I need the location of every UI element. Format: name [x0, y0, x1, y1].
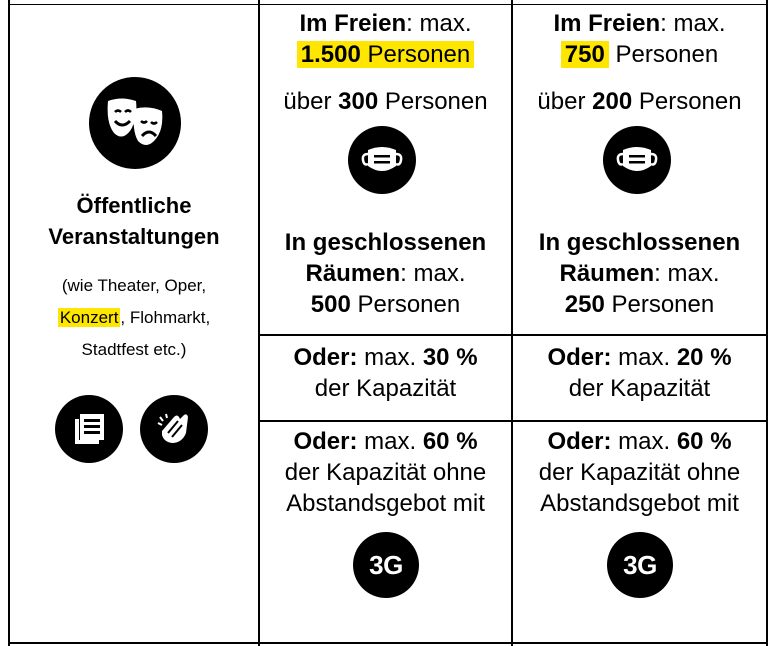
table-border-right [766, 0, 768, 646]
highlight-konzert: Konzert [57, 308, 121, 327]
table-row-divider-2 [258, 420, 768, 422]
outdoor-value: 1.500 [300, 41, 361, 68]
column-2-capacity: Oder: max. 20 % der Kapazität [547, 344, 732, 402]
table-divider-col1 [258, 0, 260, 646]
column-1-mask-threshold: über 300 Personen [283, 88, 488, 115]
category-description-line3: Stadtfest etc.) [81, 340, 187, 359]
table-border-top [8, 4, 768, 5]
column-1-capacity: Oder: max. 30 % der Kapazität [293, 344, 478, 402]
outdoor-line: Im Freien: max. [553, 10, 726, 37]
face-mask-icon [603, 126, 671, 194]
document-list-icon [55, 395, 123, 463]
hands-clapping-icon [140, 395, 208, 463]
category-title-line2: Veranstaltungen [48, 224, 220, 249]
column-2-mask-threshold: über 200 Personen [537, 88, 742, 115]
column-1-outdoor: Im Freien: max. 1.500 Personen [260, 8, 511, 70]
table-border-bottom [8, 642, 768, 644]
category-title-line1: Öffentliche [76, 193, 192, 218]
column-2-outdoor: Im Freien: max. 750 Personen [513, 8, 766, 70]
face-mask-icon [348, 126, 416, 194]
3g-badge-icon: 3G [353, 532, 419, 598]
column-1-indoor: In geschlossenen Räumen: max. 500 Person… [284, 229, 487, 318]
table-border-left [8, 0, 10, 646]
3g-badge-icon: 3G [607, 532, 673, 598]
theater-masks-icon [89, 77, 181, 169]
column-1-3g: Oder: max. 60 % der Kapazität ohne Absta… [284, 428, 487, 517]
table-divider-col2 [511, 0, 513, 646]
outdoor-value-line: 1.500 Personen [260, 39, 511, 70]
category-description: (wie Theater, Oper, Konzert, Flohmarkt, … [10, 270, 258, 366]
category-description-line1: (wie Theater, Oper, [61, 276, 207, 295]
category-description-line2: Konzert, Flohmarkt, [57, 308, 211, 327]
outdoor-value-line: 750 Personen [513, 39, 766, 70]
outdoor-value: 750 [564, 41, 605, 68]
table-row-divider-1 [258, 334, 768, 336]
outdoor-line: Im Freien: max. [299, 10, 472, 37]
category-title: Öffentliche Veranstaltungen [10, 190, 258, 252]
column-2-3g: Oder: max. 60 % der Kapazität ohne Absta… [538, 428, 741, 517]
column-2-indoor: In geschlossenen Räumen: max. 250 Person… [538, 229, 741, 318]
